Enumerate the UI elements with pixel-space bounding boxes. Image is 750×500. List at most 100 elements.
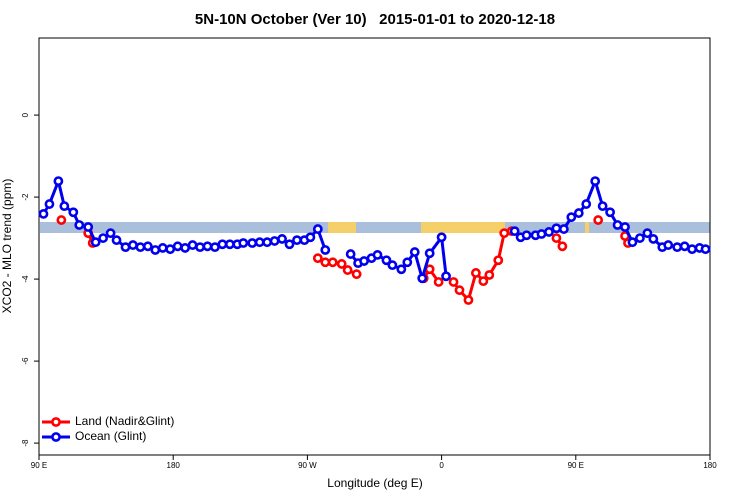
y-tick-label: -6	[21, 357, 30, 365]
x-axis-label: Longitude (deg E)	[327, 476, 422, 490]
data-point	[484, 270, 495, 280]
data-point	[312, 253, 323, 264]
data-point	[509, 226, 520, 237]
data-point	[551, 223, 562, 234]
data-point	[605, 207, 615, 218]
data-point	[499, 228, 510, 239]
data-point	[90, 237, 101, 248]
data-point	[345, 249, 356, 259]
data-point	[312, 224, 323, 234]
data-point	[320, 257, 331, 268]
data-point	[381, 255, 392, 266]
data-point	[38, 209, 49, 219]
y-tick-label: -8	[21, 439, 30, 447]
data-point	[59, 201, 70, 212]
data-point	[195, 242, 205, 253]
data-point	[327, 257, 338, 268]
x-tick-label: 90 W	[298, 461, 317, 470]
data-point	[165, 244, 176, 255]
data-point	[44, 199, 55, 209]
data-point	[180, 243, 191, 253]
data-point	[566, 212, 577, 223]
data-point	[336, 259, 347, 269]
data-point	[454, 285, 465, 296]
data-point	[277, 234, 287, 244]
data-point	[128, 240, 138, 250]
data-point	[53, 176, 64, 187]
data-point	[269, 236, 280, 246]
data-point	[433, 277, 444, 287]
data-point	[441, 271, 451, 282]
data-point	[359, 256, 369, 266]
data-point	[56, 215, 67, 225]
data-point	[448, 277, 459, 287]
y-tick-label: 0	[21, 112, 30, 117]
x-tick-label: 180	[167, 461, 181, 470]
data-point	[254, 237, 265, 248]
data-point	[202, 241, 213, 252]
data-point	[396, 264, 407, 275]
data-point	[120, 242, 131, 253]
data-point	[292, 235, 302, 246]
data-point	[581, 199, 592, 209]
data-point	[387, 260, 398, 271]
data-point	[478, 276, 489, 287]
data-point	[238, 238, 249, 248]
data-point	[111, 235, 122, 246]
data-point	[557, 241, 568, 252]
data-point	[590, 176, 601, 187]
data-point	[172, 241, 183, 252]
data-point	[105, 228, 116, 239]
data-point	[463, 295, 474, 305]
data-point	[436, 232, 447, 243]
data-point	[150, 245, 161, 255]
data-point	[342, 265, 353, 275]
data-point	[247, 238, 258, 248]
x-tick-label: 0	[439, 461, 444, 470]
data-point	[635, 233, 645, 243]
x-tick-label: 90 E	[31, 461, 47, 470]
data-point	[620, 222, 630, 232]
data-point	[551, 233, 562, 243]
data-point	[409, 247, 420, 257]
data-point	[424, 248, 435, 259]
data-point	[402, 257, 413, 268]
data-point	[573, 208, 584, 218]
y-axis-label: XCO2 - MLO trend (ppm)	[0, 179, 14, 314]
data-point	[672, 242, 683, 253]
data-point	[648, 234, 659, 244]
data-point	[544, 227, 554, 237]
x-tick-label: 180	[703, 461, 717, 470]
land-band	[421, 222, 505, 233]
data-point	[493, 255, 504, 266]
data-point	[142, 241, 153, 252]
x-tick-label: 90 E	[568, 461, 584, 470]
data-point	[627, 237, 638, 248]
legend-marker	[51, 417, 61, 427]
land-band	[585, 222, 589, 233]
data-point	[372, 250, 383, 260]
ocean-band	[40, 222, 710, 233]
data-point	[679, 241, 690, 252]
data-point	[351, 269, 362, 280]
data-point	[536, 229, 547, 239]
data-point	[663, 240, 674, 250]
data-point	[210, 242, 220, 253]
legend-label: Ocean (Glint)	[75, 429, 146, 443]
chart-title: 5N-10N October (Ver 10) 2015-01-01 to 20…	[195, 11, 555, 28]
surface-band	[40, 222, 710, 233]
data-point	[470, 268, 481, 278]
legend-marker	[51, 432, 61, 442]
land-band	[328, 222, 356, 233]
data-point	[224, 239, 235, 250]
data-point	[157, 243, 168, 253]
legend-label: Land (Nadir&Glint)	[75, 414, 174, 428]
data-point	[558, 224, 569, 234]
y-tick-label: -2	[21, 193, 30, 201]
data-point	[187, 240, 198, 250]
plot-frame	[38, 37, 711, 456]
data-point	[612, 220, 623, 230]
data-point	[305, 232, 316, 243]
